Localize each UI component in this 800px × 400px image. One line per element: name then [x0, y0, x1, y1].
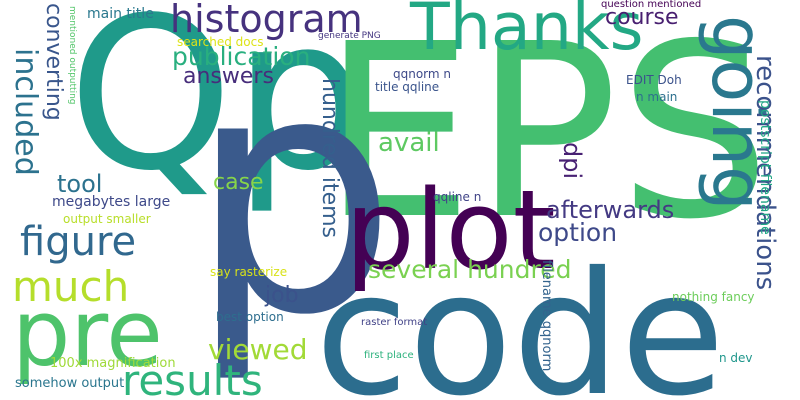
word-postscript-filename: postscript filename: [757, 100, 773, 235]
word-job: job: [265, 283, 299, 308]
word-hundred-items: hundred items: [317, 78, 342, 239]
word-edit-doh: EDIT Doh: [626, 73, 682, 87]
word-converting: converting: [41, 3, 66, 121]
word-afterwards: afterwards: [546, 196, 675, 224]
word-output-smaller: output smaller: [63, 212, 151, 226]
word-several-hundred: several hundred: [368, 255, 572, 284]
word-avail: avail: [378, 128, 440, 158]
word-generate-png: generate PNG: [318, 31, 381, 41]
word-qqnorm-n: qqnorm n: [393, 67, 452, 81]
word-question-mentioned: question mentioned: [601, 0, 702, 10]
word-dpi: dpi: [558, 142, 586, 180]
word-included: included: [8, 48, 43, 176]
word-filename-qqnorm: filename qqnorm: [539, 260, 554, 372]
word-p: p: [188, 3, 398, 387]
word-option: option: [538, 218, 618, 247]
word-figure: figure: [20, 219, 137, 265]
word-first-place: first place: [364, 350, 414, 361]
word-plot: plot: [345, 166, 556, 294]
word-tool: tool: [57, 170, 103, 198]
word-mentioned-outputting: mentioned outputting: [67, 6, 77, 105]
word-nothing-fancy: nothing fancy: [672, 290, 755, 304]
word-qqline-n: qqline n: [433, 190, 482, 204]
word-raster-format: raster format: [361, 317, 428, 328]
word-case: case: [213, 170, 264, 195]
word-course: course: [605, 5, 679, 30]
word-thanks: Thanks: [410, 0, 644, 65]
word-say-rasterize: say rasterize: [210, 265, 288, 279]
word-much: much: [12, 262, 130, 311]
word-best-option: best option: [216, 310, 284, 324]
word-main-title: main title: [87, 6, 154, 22]
word-code: code: [315, 236, 725, 400]
word-qp: Qp: [68, 0, 367, 217]
word-histogram: histogram: [170, 0, 363, 41]
word-pre: pre: [12, 280, 163, 387]
word-n-main: n main: [636, 90, 678, 104]
word-answers: answers: [183, 64, 274, 89]
word-100x-magnification: 100x magnification: [50, 356, 176, 371]
word-viewed: viewed: [208, 333, 308, 366]
word-publication: publication: [172, 42, 311, 71]
word-n-dev: n dev: [719, 351, 753, 365]
word-title-qqline: title qqline: [375, 80, 440, 94]
word-eps: EPS: [322, 0, 771, 272]
word-searched-docs: searched docs: [177, 35, 264, 49]
word-somehow-output: somehow output: [15, 376, 125, 391]
word-results: results: [122, 356, 263, 400]
word-megabytes-large: megabytes large: [52, 194, 171, 210]
